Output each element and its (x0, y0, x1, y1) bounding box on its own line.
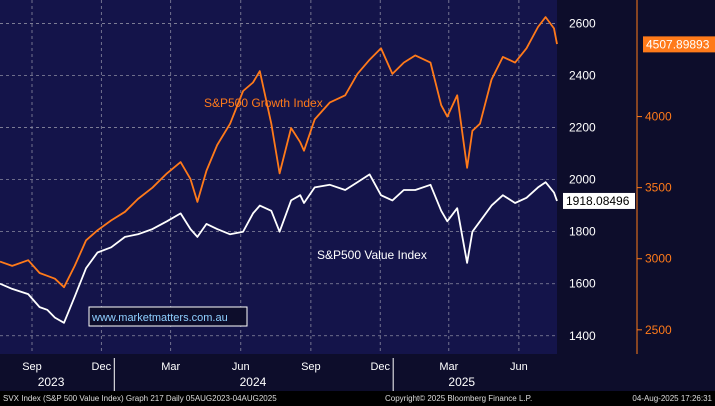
grid (0, 0, 557, 354)
left-axis-tick-label: 2600 (569, 16, 596, 30)
left-axis-tick-label: 1800 (569, 225, 596, 239)
left-axis-tick-label: 1400 (569, 329, 596, 343)
footer-copyright: Copyright© 2025 Bloomberg Finance L.P. (385, 394, 533, 403)
right-axis-tick-label: 3500 (645, 181, 672, 195)
series-layer: 4507.89893 1918.08496 (0, 16, 715, 324)
left-axis-tick-label: 2000 (569, 173, 596, 187)
last-value-label: 1918.08496 (566, 194, 630, 208)
last-value-box (563, 192, 635, 209)
last-value-box (643, 36, 715, 53)
x-tick-label: Sep (301, 361, 321, 373)
x-axis: Sep Dec Mar Jun Sep Dec Mar Jun 2023 2024 2025 (22, 358, 528, 391)
x-tick-label: Dec (370, 361, 390, 373)
left-axis-tick-label: 1600 (569, 277, 596, 291)
website-box[interactable] (88, 306, 248, 327)
x-tick-label: Dec (92, 361, 112, 373)
website-link[interactable]: www.marketmatters.com.au (91, 312, 228, 324)
x-tick-label: Jun (510, 361, 528, 373)
right-axis: 2500 3000 3500 4000 (636, 0, 672, 354)
x-tick-label: Jun (232, 361, 250, 373)
x-tick-label: Sep (22, 361, 42, 373)
series-line (0, 16, 558, 289)
last-value-label: 4507.89893 (646, 37, 710, 51)
x-tick-label: Mar (161, 361, 180, 373)
footer-source: SVX Index (S&P 500 Value Index) Graph 21… (3, 394, 277, 403)
footer: SVX Index (S&P 500 Value Index) Graph 21… (0, 391, 715, 406)
series-line (0, 173, 558, 324)
value-series-label: S&P500 Value Index (317, 248, 427, 262)
annotations: S&P500 Growth Index S&P500 Value Index w… (88, 96, 427, 327)
year-label: 2025 (448, 375, 475, 389)
right-axis-tick-label: 2500 (645, 323, 672, 337)
year-label: 2023 (38, 375, 65, 389)
footer-timestamp: 04-Aug-2025 17:26:31 (632, 394, 712, 403)
x-tick-label: Mar (439, 361, 458, 373)
right-axis-tick-label: 3000 (645, 252, 672, 266)
plot-background (0, 0, 557, 354)
left-axis-tick-label: 2400 (569, 68, 596, 82)
growth-series-label: S&P500 Growth Index (204, 96, 323, 110)
left-axis-tick-label: 2200 (569, 121, 596, 135)
right-axis-tick-label: 4000 (645, 110, 672, 124)
year-label: 2024 (240, 375, 267, 389)
left-axis: 1400 1600 1800 2000 2200 2400 2600 (569, 16, 596, 342)
